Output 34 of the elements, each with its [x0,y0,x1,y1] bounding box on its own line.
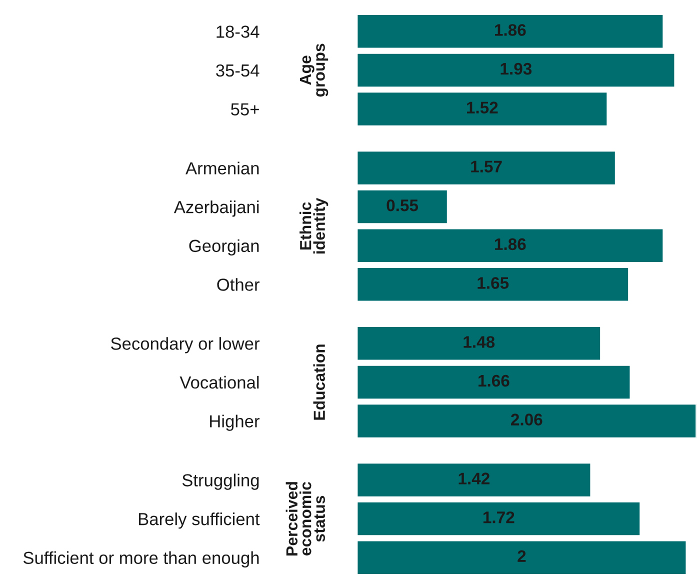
data-label: 2 [518,550,526,562]
bar [357,189,448,225]
y-axis-title: Education [313,344,325,420]
data-label: 1.86 [495,238,526,250]
y-tick-label: Struggling [182,474,259,490]
y-axis-title: Age groups [300,44,328,97]
y-tick-label: Other [217,278,260,291]
data-label: 0.55 [386,199,418,212]
data-label: 1.42 [458,472,490,484]
data-label: 2.06 [511,414,542,426]
data-label: 1.66 [478,374,510,387]
bar [357,266,630,302]
y-tick-label: Sufficient or more than enough [23,551,259,568]
y-tick-label: Azerbaijani [174,200,259,217]
data-label: 1.52 [467,102,498,114]
y-tick-label: 35-54 [216,64,260,77]
y-axis-title: Ethnic identity [300,198,328,254]
y-tick-label: 18-34 [216,26,260,38]
data-label: 1.86 [495,24,526,36]
data-label: 1.93 [500,62,532,75]
data-label: 1.72 [483,511,514,524]
data-label: 1.48 [464,336,495,348]
y-tick-label: Secondary or lower [111,337,260,354]
y-tick-label: Armenian [186,162,259,174]
y-tick-label: Barely sufficient [138,512,260,529]
data-label: 1.65 [478,277,509,289]
y-tick-label: Vocational [180,376,259,389]
bar [357,150,616,186]
y-tick-label: Higher [210,414,260,431]
y-axis-title: Perceived economic status [286,482,325,556]
y-tick-label: Georgian [189,239,259,256]
y-tick-label: 55+ [231,103,259,116]
bar [357,228,664,264]
data-label: 1.57 [471,160,502,172]
